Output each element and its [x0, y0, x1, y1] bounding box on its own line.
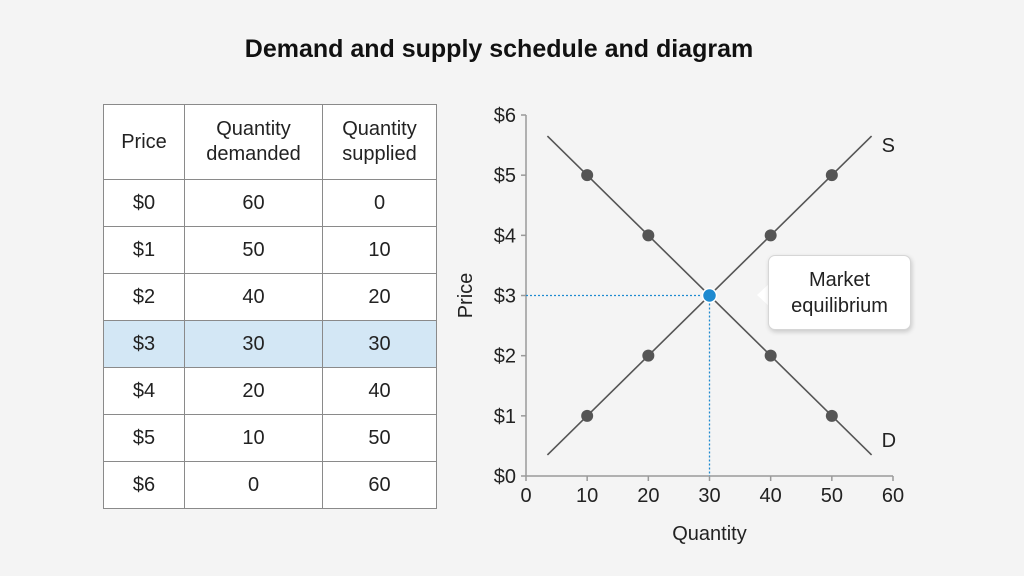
table-row: $6 0 60 — [103, 461, 437, 509]
y-tick-label: $2 — [494, 346, 516, 368]
header-quantity-demanded: Quantity demanded — [184, 104, 323, 180]
callout-line-1: Market — [808, 269, 871, 291]
data-point-d — [825, 409, 838, 422]
demanded-cell: 50 — [184, 226, 323, 274]
demanded-cell: 20 — [184, 367, 323, 415]
y-tick-label: $5 — [494, 165, 516, 187]
page-title: Demand and supply schedule and diagram — [244, 35, 754, 63]
series-label-d: D — [882, 430, 896, 452]
supplied-cell: 0 — [322, 179, 437, 227]
y-tick-label: $4 — [494, 225, 516, 247]
data-point-s — [764, 229, 777, 242]
supplied-cell: 30 — [322, 320, 437, 368]
data-point-s — [581, 409, 594, 422]
price-cell: $1 — [103, 226, 185, 274]
header-quantity-supplied: Quantity supplied — [322, 104, 437, 180]
x-tick-label: 40 — [760, 485, 782, 507]
demanded-cell: 0 — [184, 461, 323, 509]
table-header-row: Price Quantity demanded Quantity supplie… — [103, 104, 437, 180]
x-axis-label: Quantity — [672, 523, 746, 545]
x-tick-label: 60 — [882, 485, 904, 507]
x-tick-label: 10 — [576, 485, 598, 507]
demanded-cell: 40 — [184, 273, 323, 321]
y-axis-label: Price — [455, 273, 477, 319]
price-cell: $6 — [103, 461, 185, 509]
y-tick-label: $6 — [494, 105, 516, 127]
price-cell: $5 — [103, 414, 185, 462]
supplied-cell: 40 — [322, 367, 437, 415]
demanded-cell: 10 — [184, 414, 323, 462]
demanded-cell: 30 — [184, 320, 323, 368]
x-tick-label: 50 — [821, 485, 843, 507]
schedule-table: Price Quantity demanded Quantity supplie… — [103, 104, 437, 509]
data-point-d — [764, 349, 777, 362]
supply-demand-chart: 0 10 20 30 40 50 60 $0 $1 $2 $3 $4 $5 $6 Quantity Price… — [455, 105, 904, 545]
header-price: Price — [103, 104, 185, 180]
price-cell: $0 — [103, 179, 185, 227]
series-label-s: S — [882, 135, 895, 157]
demanded-cell: 60 — [184, 179, 323, 227]
y-tick-label: $1 — [494, 406, 516, 428]
data-point-s — [642, 349, 655, 362]
y-tick-label: $0 — [494, 466, 516, 488]
table-row: $0 60 0 — [103, 179, 437, 227]
price-cell: $4 — [103, 367, 185, 415]
y-tick-label: $3 — [494, 286, 516, 308]
callout-line-2: equilibrium — [791, 295, 888, 317]
table-row: $2 40 20 — [103, 273, 437, 321]
supplied-cell: 60 — [322, 461, 437, 509]
supplied-cell: 10 — [322, 226, 437, 274]
supplied-cell: 20 — [322, 273, 437, 321]
table-row: $5 10 50 — [103, 414, 437, 462]
x-tick-label: 30 — [698, 485, 720, 507]
callout-pointer — [757, 284, 769, 306]
table-row: $1 50 10 — [103, 226, 437, 274]
data-point-s — [825, 169, 838, 182]
table-row-equilibrium: $3 30 30 — [103, 320, 437, 368]
data-point-d — [581, 169, 594, 182]
x-tick-label: 20 — [637, 485, 659, 507]
table-row: $4 20 40 — [103, 367, 437, 415]
price-cell: $2 — [103, 273, 185, 321]
x-tick-label: 0 — [520, 485, 531, 507]
equilibrium-point — [701, 287, 718, 304]
equilibrium-callout: Market equilibrium — [768, 255, 911, 330]
supplied-cell: 50 — [322, 414, 437, 462]
price-cell: $3 — [103, 320, 185, 368]
data-point-d — [642, 229, 655, 242]
